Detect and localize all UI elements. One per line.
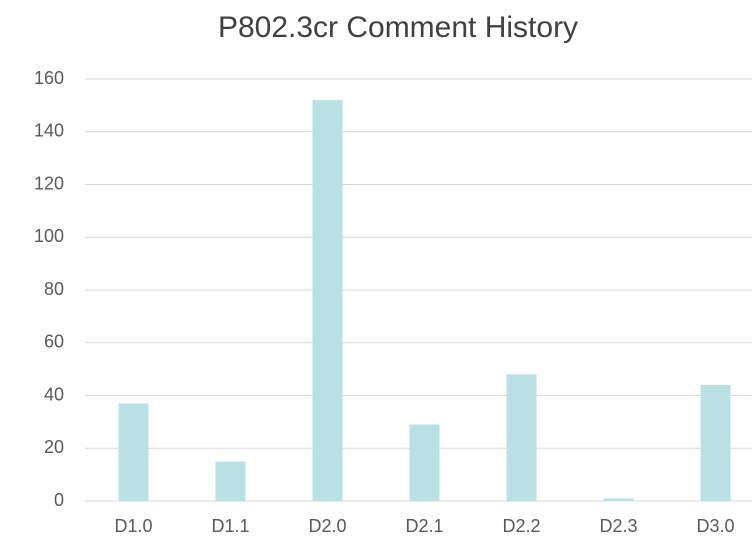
y-tick-label: 60 xyxy=(44,332,64,352)
x-tick-label: D2.1 xyxy=(405,516,443,536)
bar xyxy=(215,461,246,501)
bar xyxy=(312,100,343,501)
x-tick-label: D3.0 xyxy=(696,516,734,536)
x-tick-label: D1.1 xyxy=(211,516,249,536)
x-tick-label: D1.0 xyxy=(114,516,152,536)
y-tick-label: 140 xyxy=(34,121,64,141)
y-tick-label: 160 xyxy=(34,68,64,88)
x-tick-label: D2.2 xyxy=(502,516,540,536)
bar xyxy=(118,403,149,501)
bar xyxy=(603,498,634,501)
bar xyxy=(700,384,731,501)
x-tick-label: D2.3 xyxy=(599,516,637,536)
y-tick-label: 40 xyxy=(44,384,64,404)
y-tick-label: 20 xyxy=(44,437,64,457)
y-tick-label: 120 xyxy=(34,173,64,193)
y-tick-label: 100 xyxy=(34,226,64,246)
y-tick-label: 80 xyxy=(44,279,64,299)
bar xyxy=(506,374,537,501)
chart-title: P802.3cr Comment History xyxy=(218,11,578,44)
bar xyxy=(409,424,440,501)
y-tick-label: 0 xyxy=(54,490,64,510)
x-tick-label: D2.0 xyxy=(308,516,346,536)
